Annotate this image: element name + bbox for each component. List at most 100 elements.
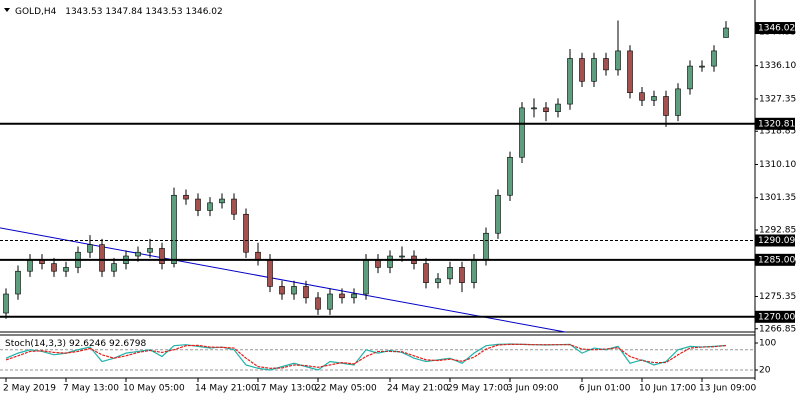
candle-body xyxy=(3,293,9,314)
current-price: 1346.02 xyxy=(758,24,795,34)
candle-body xyxy=(135,251,141,257)
candle-body xyxy=(207,202,213,211)
stoch-title: Stoch(14,3,3) 92.6246 92.6798 xyxy=(5,339,147,349)
price-label: 1320.81 xyxy=(758,119,795,129)
candle-body xyxy=(471,259,477,283)
candle-body xyxy=(99,244,105,272)
candle-body xyxy=(495,194,501,234)
candle-body xyxy=(243,213,249,253)
x-tick-label: 7 May 13:00 xyxy=(63,384,119,394)
icon xyxy=(4,8,10,12)
x-tick-label: 29 May 17:00 xyxy=(447,384,509,394)
y-tick-label: 1266.85 xyxy=(759,324,796,334)
candle-body xyxy=(327,293,333,310)
candle-body xyxy=(159,248,165,264)
candle-body xyxy=(51,263,57,272)
x-tick-label: 10 Jun 17:00 xyxy=(639,384,696,394)
candle-body xyxy=(399,255,405,258)
ohlc-open: 1343.53 xyxy=(65,7,102,17)
candle-body xyxy=(615,50,621,71)
stoch-name: Stoch(14,3,3) xyxy=(5,339,66,349)
candle-body xyxy=(279,286,285,295)
x-tick-label: 6 Jun 01:00 xyxy=(579,384,631,394)
candle-body xyxy=(267,259,273,287)
y-tick-label: 1301.35 xyxy=(759,193,796,203)
candle-body xyxy=(627,50,633,93)
x-tick-label: 10 May 05:00 xyxy=(123,384,185,394)
candle-body xyxy=(387,255,393,268)
candle-body xyxy=(435,278,441,283)
candle-body xyxy=(519,107,525,158)
candle-body xyxy=(423,263,429,283)
x-tick-label: 13 Jun 09:00 xyxy=(699,384,756,394)
candle-body xyxy=(339,293,345,299)
candle-body xyxy=(555,103,561,112)
candle-body xyxy=(231,198,237,215)
candle-body xyxy=(579,58,585,82)
trendline xyxy=(0,227,566,333)
ohlc-low: 1343.53 xyxy=(145,7,182,17)
price-label-box xyxy=(755,253,795,266)
candle-body xyxy=(531,107,537,110)
stoch-main: 92.6246 xyxy=(69,339,106,349)
y-tick-label: 1318.85 xyxy=(759,127,796,137)
price-label: 1270.00 xyxy=(758,312,795,322)
candle-body xyxy=(639,92,645,101)
candle-body xyxy=(255,251,261,261)
candle-body xyxy=(87,244,93,253)
y-tick-label: 1327.35 xyxy=(759,94,796,104)
candle-body xyxy=(375,259,381,268)
candle-body xyxy=(27,259,33,272)
candle-body xyxy=(543,107,549,112)
price-label-box xyxy=(755,234,795,247)
candle-body xyxy=(195,198,201,211)
candle-body xyxy=(63,267,69,272)
candle-body xyxy=(591,58,597,82)
candle-body xyxy=(351,293,357,299)
candle-body xyxy=(15,270,21,295)
candle-body xyxy=(111,263,117,272)
candle-body xyxy=(507,156,513,196)
stoch-line xyxy=(5,343,727,371)
candle-body xyxy=(147,248,153,253)
price-label-box xyxy=(755,310,795,323)
candle-body xyxy=(303,286,309,299)
candle-body xyxy=(483,232,489,261)
y-tick-label: 1292.85 xyxy=(759,226,796,236)
x-tick-label: 22 May 05:00 xyxy=(315,384,377,394)
chart-title: GOLD,H4 1343.53 1347.84 1343.53 1346.02 xyxy=(15,7,223,17)
price-label: 1285.00 xyxy=(758,255,795,265)
x-tick-label: 17 May 13:00 xyxy=(255,384,317,394)
candle-body xyxy=(663,96,669,116)
x-tick-label: 3 Jun 09:00 xyxy=(507,384,559,394)
candle-body xyxy=(567,58,573,105)
y-tick-label: 100 xyxy=(759,338,776,348)
candle-body xyxy=(459,267,465,283)
y-tick-label: 1310.10 xyxy=(759,160,796,170)
candle-body xyxy=(699,65,705,68)
candle-body xyxy=(291,286,297,295)
stoch-signal: 92.6798 xyxy=(109,339,146,349)
candle-body xyxy=(219,198,225,204)
ohlc-high: 1347.84 xyxy=(105,7,142,17)
price-label-box xyxy=(755,117,795,130)
candle-body xyxy=(675,88,681,116)
x-tick-label: 14 May 21:00 xyxy=(195,384,257,394)
candle-body xyxy=(183,194,189,200)
stoch-line xyxy=(5,343,727,369)
candle-body xyxy=(315,297,321,310)
x-tick-label: 24 May 21:00 xyxy=(387,384,449,394)
candle-body xyxy=(723,27,729,38)
candle-body xyxy=(363,259,369,295)
price-label-box xyxy=(755,22,795,35)
price-label: 1290.09 xyxy=(758,236,795,246)
y-tick-label: 1336.10 xyxy=(759,61,796,71)
candle-body xyxy=(447,267,453,280)
y-tick-label: 20 xyxy=(759,366,771,376)
candle-body xyxy=(711,50,717,67)
x-tick-label: 2 May 2019 xyxy=(3,384,56,394)
candle-body xyxy=(687,65,693,90)
candle-body xyxy=(171,194,177,264)
